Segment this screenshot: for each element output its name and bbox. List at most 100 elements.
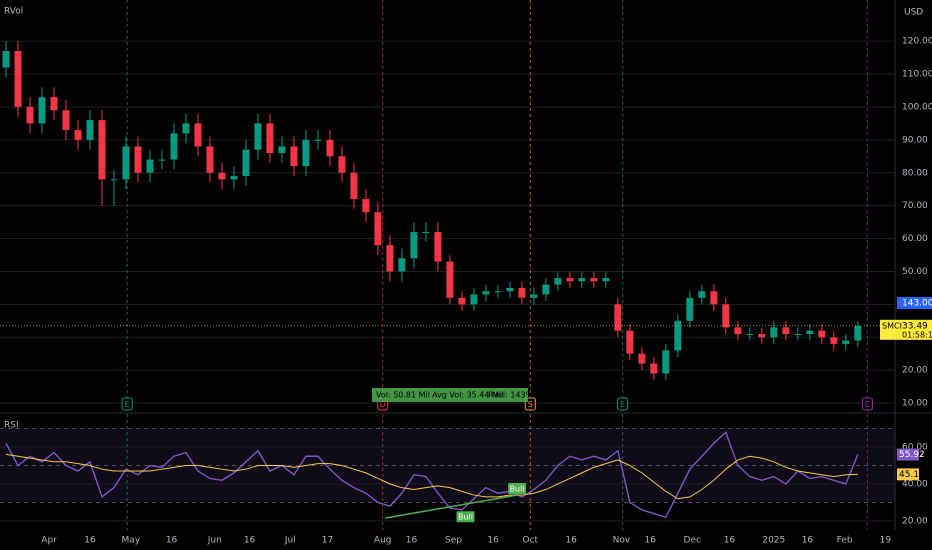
- x-tick-label: Aug: [374, 536, 392, 546]
- event-badge: [617, 397, 629, 411]
- candle-body: [638, 353, 646, 364]
- candle-body: [326, 139, 334, 157]
- event-label: E: [620, 400, 625, 409]
- candle-body: [770, 327, 778, 338]
- info-text: Avg Vol: 35.44 Mil: [432, 391, 503, 400]
- y-tick-label: 90.00: [902, 135, 928, 145]
- candle-body: [506, 287, 514, 292]
- candle-body: [74, 129, 82, 140]
- x-tick-label: 16: [645, 536, 657, 546]
- event-label: E: [865, 400, 870, 409]
- candle-body: [566, 278, 574, 282]
- candle-body: [482, 291, 490, 295]
- candle-body: [398, 258, 406, 272]
- candle-body: [830, 337, 838, 344]
- candle-body: [602, 278, 610, 282]
- y-tick-label: 60.00: [902, 443, 928, 453]
- x-tick-label: Dec: [684, 536, 701, 546]
- info-text: RVol: 143%: [488, 391, 534, 400]
- value-label: 45.19: [899, 470, 925, 480]
- candle-body: [362, 199, 370, 213]
- candle-body: [806, 330, 814, 334]
- y-tick-label: 50.00: [902, 267, 928, 277]
- candle-body: [170, 133, 178, 160]
- x-tick-label: 16: [406, 536, 418, 546]
- candle-body: [14, 51, 22, 107]
- countdown: 01:58:13: [902, 330, 932, 339]
- event-badge: [861, 397, 873, 411]
- candle-body: [134, 146, 142, 173]
- candle-body: [86, 120, 94, 140]
- candle-body: [206, 146, 214, 173]
- candle-body: [734, 327, 742, 334]
- candle-body: [410, 231, 418, 259]
- info-box: [372, 388, 528, 402]
- candle-body: [650, 363, 658, 374]
- candle-body: [314, 139, 322, 141]
- candle-body: [254, 123, 262, 150]
- info-text: Vol: 50.81 Mil: [376, 391, 430, 400]
- candle-body: [590, 278, 598, 282]
- x-tick-label: 17: [322, 536, 333, 546]
- x-tick-label: Jul: [284, 536, 296, 546]
- x-tick-label: 16: [802, 536, 814, 546]
- candle-body: [746, 333, 754, 335]
- candle-body: [98, 120, 106, 180]
- candle-body: [38, 97, 46, 124]
- y-tick-label: 20.00: [902, 516, 928, 526]
- candle-body: [458, 297, 466, 305]
- candle-body: [578, 278, 586, 282]
- candle-body: [374, 212, 382, 246]
- candle-body: [434, 231, 442, 262]
- candle-body: [470, 294, 478, 305]
- candle-body: [710, 291, 718, 305]
- annotation-label: Bull: [510, 485, 525, 494]
- x-tick-label: 16: [487, 536, 499, 546]
- candle-body: [674, 320, 682, 351]
- candle-body: [686, 297, 694, 321]
- candle-body: [194, 123, 202, 147]
- currency: USD: [904, 8, 923, 18]
- x-tick-label: 19: [880, 536, 892, 546]
- candle-body: [122, 146, 130, 180]
- annotation-label: Bull: [458, 513, 473, 522]
- y-tick-label: 110.00: [902, 70, 932, 80]
- candle-body: [350, 172, 358, 200]
- y-tick-label: 10.00: [902, 399, 928, 409]
- candle-body: [182, 123, 190, 134]
- price-badge: [880, 319, 932, 340]
- candle-body: [662, 350, 670, 374]
- candle-body: [62, 110, 70, 130]
- y-tick-label: 80.00: [902, 168, 928, 178]
- y-tick-label: 20.00: [902, 366, 928, 376]
- candle-body: [242, 149, 250, 177]
- candle-body: [698, 291, 706, 298]
- event-label: E: [125, 400, 130, 409]
- x-tick-label: 2025: [762, 536, 785, 546]
- candle-body: [278, 146, 286, 154]
- candle-body: [290, 146, 298, 167]
- candle-body: [542, 284, 550, 295]
- candle-body: [422, 231, 430, 233]
- y-tick-label: 40.00: [902, 479, 928, 489]
- x-tick-label: Oct: [523, 536, 539, 546]
- value-label: 55.92: [899, 450, 925, 460]
- value-badge: [897, 468, 919, 481]
- divergence-line: [384, 494, 518, 519]
- event-label: S: [528, 400, 533, 409]
- candle-body: [266, 123, 274, 154]
- overlay-badge: [897, 297, 932, 309]
- candle-body: [50, 97, 58, 111]
- candle-body: [146, 159, 154, 173]
- event-badge: [121, 397, 133, 411]
- candle-body: [218, 172, 226, 180]
- annotation-badge: [508, 483, 527, 495]
- y-tick-label: 60.00: [902, 234, 928, 244]
- event-label: D: [380, 400, 386, 409]
- candle-body: [446, 261, 454, 298]
- x-tick-label: 16: [724, 536, 736, 546]
- candle-body: [230, 176, 238, 180]
- x-tick-label: Feb: [837, 536, 853, 546]
- y-tick-label: 120.00: [902, 37, 932, 47]
